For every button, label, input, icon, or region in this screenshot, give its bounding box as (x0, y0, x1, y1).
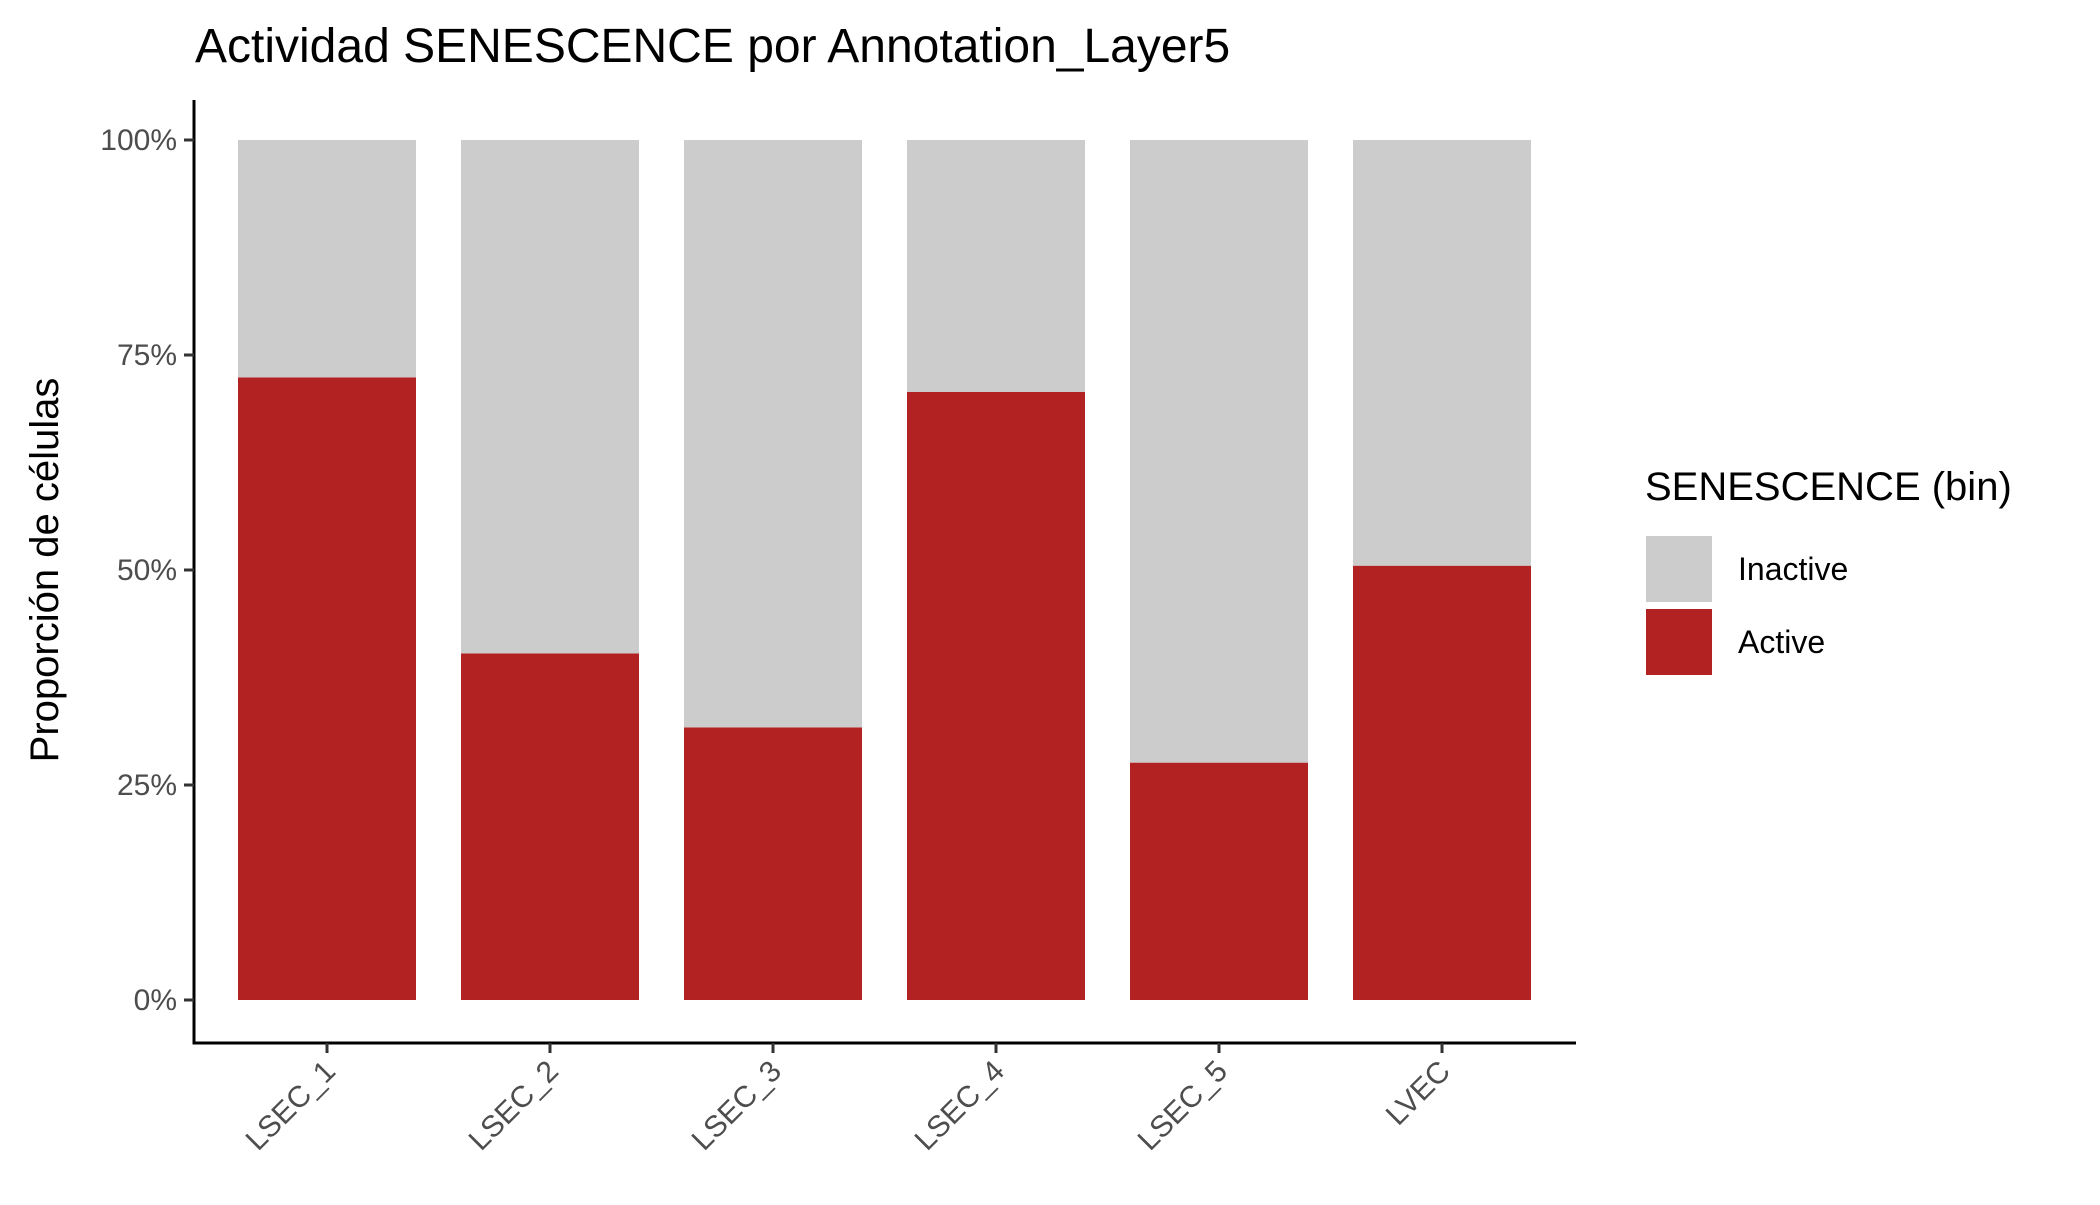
y-axis-title: Proporción de células (23, 378, 67, 763)
legend-label-inactive: Inactive (1738, 551, 1848, 587)
bar-active-lsec_4 (907, 391, 1085, 1001)
y-tick-label: 0% (134, 984, 177, 1017)
y-tick-label: 25% (117, 769, 177, 802)
bar-inactive-lsec_1 (238, 140, 416, 378)
x-tick-label: LSEC_4 (909, 1055, 1011, 1157)
bar-inactive-lsec_3 (684, 140, 862, 728)
y-tick-label: 75% (117, 339, 177, 372)
bar-inactive-lsec_2 (461, 140, 639, 654)
x-tick-label: LSEC_1 (240, 1055, 342, 1157)
legend-key-inactive (1646, 536, 1712, 602)
x-tick-label: LSEC_3 (686, 1055, 788, 1157)
y-tick-label: 50% (117, 554, 177, 587)
legend-label-active: Active (1738, 624, 1825, 660)
plot-area: 0% 25% 50% 75% 100% LSEC_1 LSEC_2 LSEC_3 LSEC_4 L… (100, 100, 1576, 1157)
bar-active-lvec (1353, 565, 1531, 1000)
x-tick-label: LSEC_5 (1132, 1055, 1234, 1157)
bar-inactive-lsec_4 (907, 140, 1085, 392)
legend-title: SENESCENCE (bin) (1645, 465, 2012, 509)
chart-title: Actividad SENESCENCE por Annotation_Laye… (195, 20, 1230, 73)
legend-key-active (1646, 609, 1712, 675)
x-tick-label: LSEC_2 (463, 1055, 565, 1157)
bar-active-lsec_3 (684, 727, 862, 1000)
bar-active-lsec_5 (1130, 762, 1308, 1000)
bar-active-lsec_1 (238, 377, 416, 1000)
legend: SENESCENCE (bin) Inactive Active (1645, 465, 2012, 675)
y-tick-label: 100% (100, 124, 177, 157)
bar-active-lsec_2 (461, 653, 639, 1000)
bar-inactive-lvec (1353, 140, 1531, 566)
bar-inactive-lsec_5 (1130, 140, 1308, 763)
x-tick-label: LVEC (1380, 1055, 1457, 1132)
